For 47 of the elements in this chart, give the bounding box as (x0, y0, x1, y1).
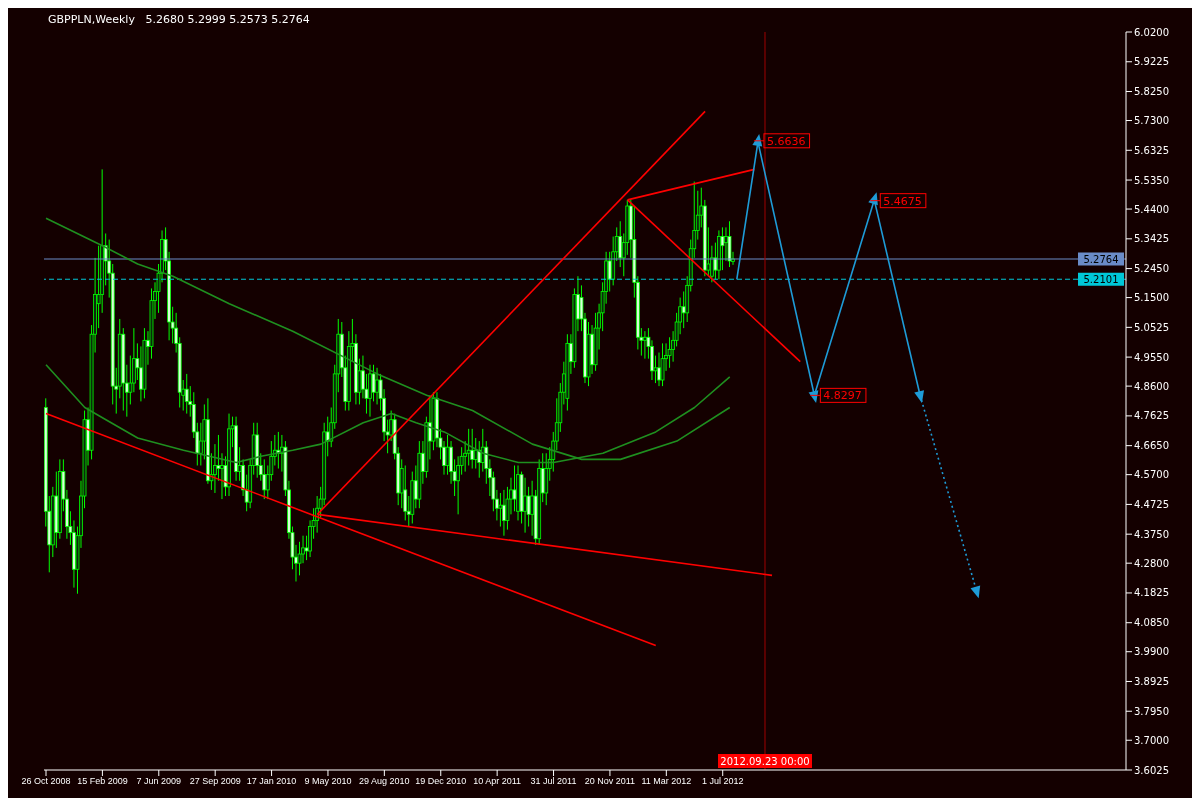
x-tick-label: 9 May 2010 (304, 776, 352, 787)
y-tick-label: 3.6025 (1134, 764, 1169, 776)
x-tick-label: 11 Mar 2012 (641, 776, 692, 787)
x-tick-label: 19 Dec 2010 (415, 776, 467, 787)
ref-line-label: 5.2101 (1083, 274, 1119, 286)
y-tick-label: 4.5700 (1134, 469, 1169, 481)
y-tick-label: 4.9550 (1134, 351, 1169, 363)
x-tick-label: 26 Oct 2008 (21, 776, 71, 787)
y-tick-label: 3.7000 (1134, 734, 1169, 746)
x-tick-label: 31 Jul 2011 (530, 776, 577, 787)
y-tick-label: 5.5350 (1134, 174, 1169, 186)
y-tick-label: 4.8600 (1134, 380, 1169, 392)
y-tick-label: 5.2450 (1134, 263, 1169, 275)
x-tick-label: 27 Sep 2009 (189, 776, 241, 787)
y-tick-label: 4.0850 (1134, 617, 1169, 629)
y-tick-label: 5.9225 (1134, 56, 1169, 68)
y-tick-label: 6.0200 (1134, 26, 1169, 38)
annotation: 4.8297 (823, 389, 862, 403)
y-tick-label: 5.7300 (1134, 115, 1169, 127)
x-tick-label: 7 Jun 2009 (136, 776, 182, 787)
y-tick-label: 3.7950 (1134, 705, 1169, 717)
y-tick-label: 5.0525 (1134, 321, 1169, 333)
y-tick-label: 4.6650 (1134, 440, 1169, 452)
x-tick-label: 20 Nov 2011 (584, 776, 636, 787)
y-tick-label: 5.8250 (1134, 86, 1169, 98)
annotation: 5.6636 (766, 134, 806, 148)
y-tick-label: 4.4725 (1134, 498, 1169, 510)
y-tick-label: 5.3425 (1134, 233, 1169, 245)
x-tick-label: 17 Jan 2010 (246, 776, 297, 787)
ref-line-label: 5.2764 (1083, 254, 1119, 265)
y-tick-label: 4.1825 (1134, 587, 1169, 599)
y-tick-label: 5.1500 (1134, 292, 1169, 304)
y-tick-label: 3.9900 (1134, 646, 1169, 658)
annotation: 5.4675 (883, 194, 922, 208)
y-tick-label: 5.6325 (1134, 144, 1169, 156)
x-tick-label: 29 Aug 2010 (359, 776, 410, 787)
chart-title: GBPPLN,Weekly (48, 13, 135, 26)
chart-subtitle: 5.2680 5.2999 5.2573 5.2764 (145, 13, 310, 26)
ref-line-label: 2012.09.23 00:00 (720, 756, 810, 767)
y-tick-label: 4.2800 (1134, 557, 1169, 569)
y-tick-label: 4.3750 (1134, 528, 1169, 540)
y-tick-label: 3.8925 (1134, 676, 1169, 688)
y-tick-label: 5.4400 (1134, 203, 1169, 215)
x-tick-label: 10 Apr 2011 (473, 776, 522, 787)
x-tick-label: 15 Feb 2009 (77, 776, 128, 787)
y-tick-label: 4.7625 (1134, 410, 1169, 422)
x-tick-label: 1 Jul 2012 (701, 776, 744, 787)
